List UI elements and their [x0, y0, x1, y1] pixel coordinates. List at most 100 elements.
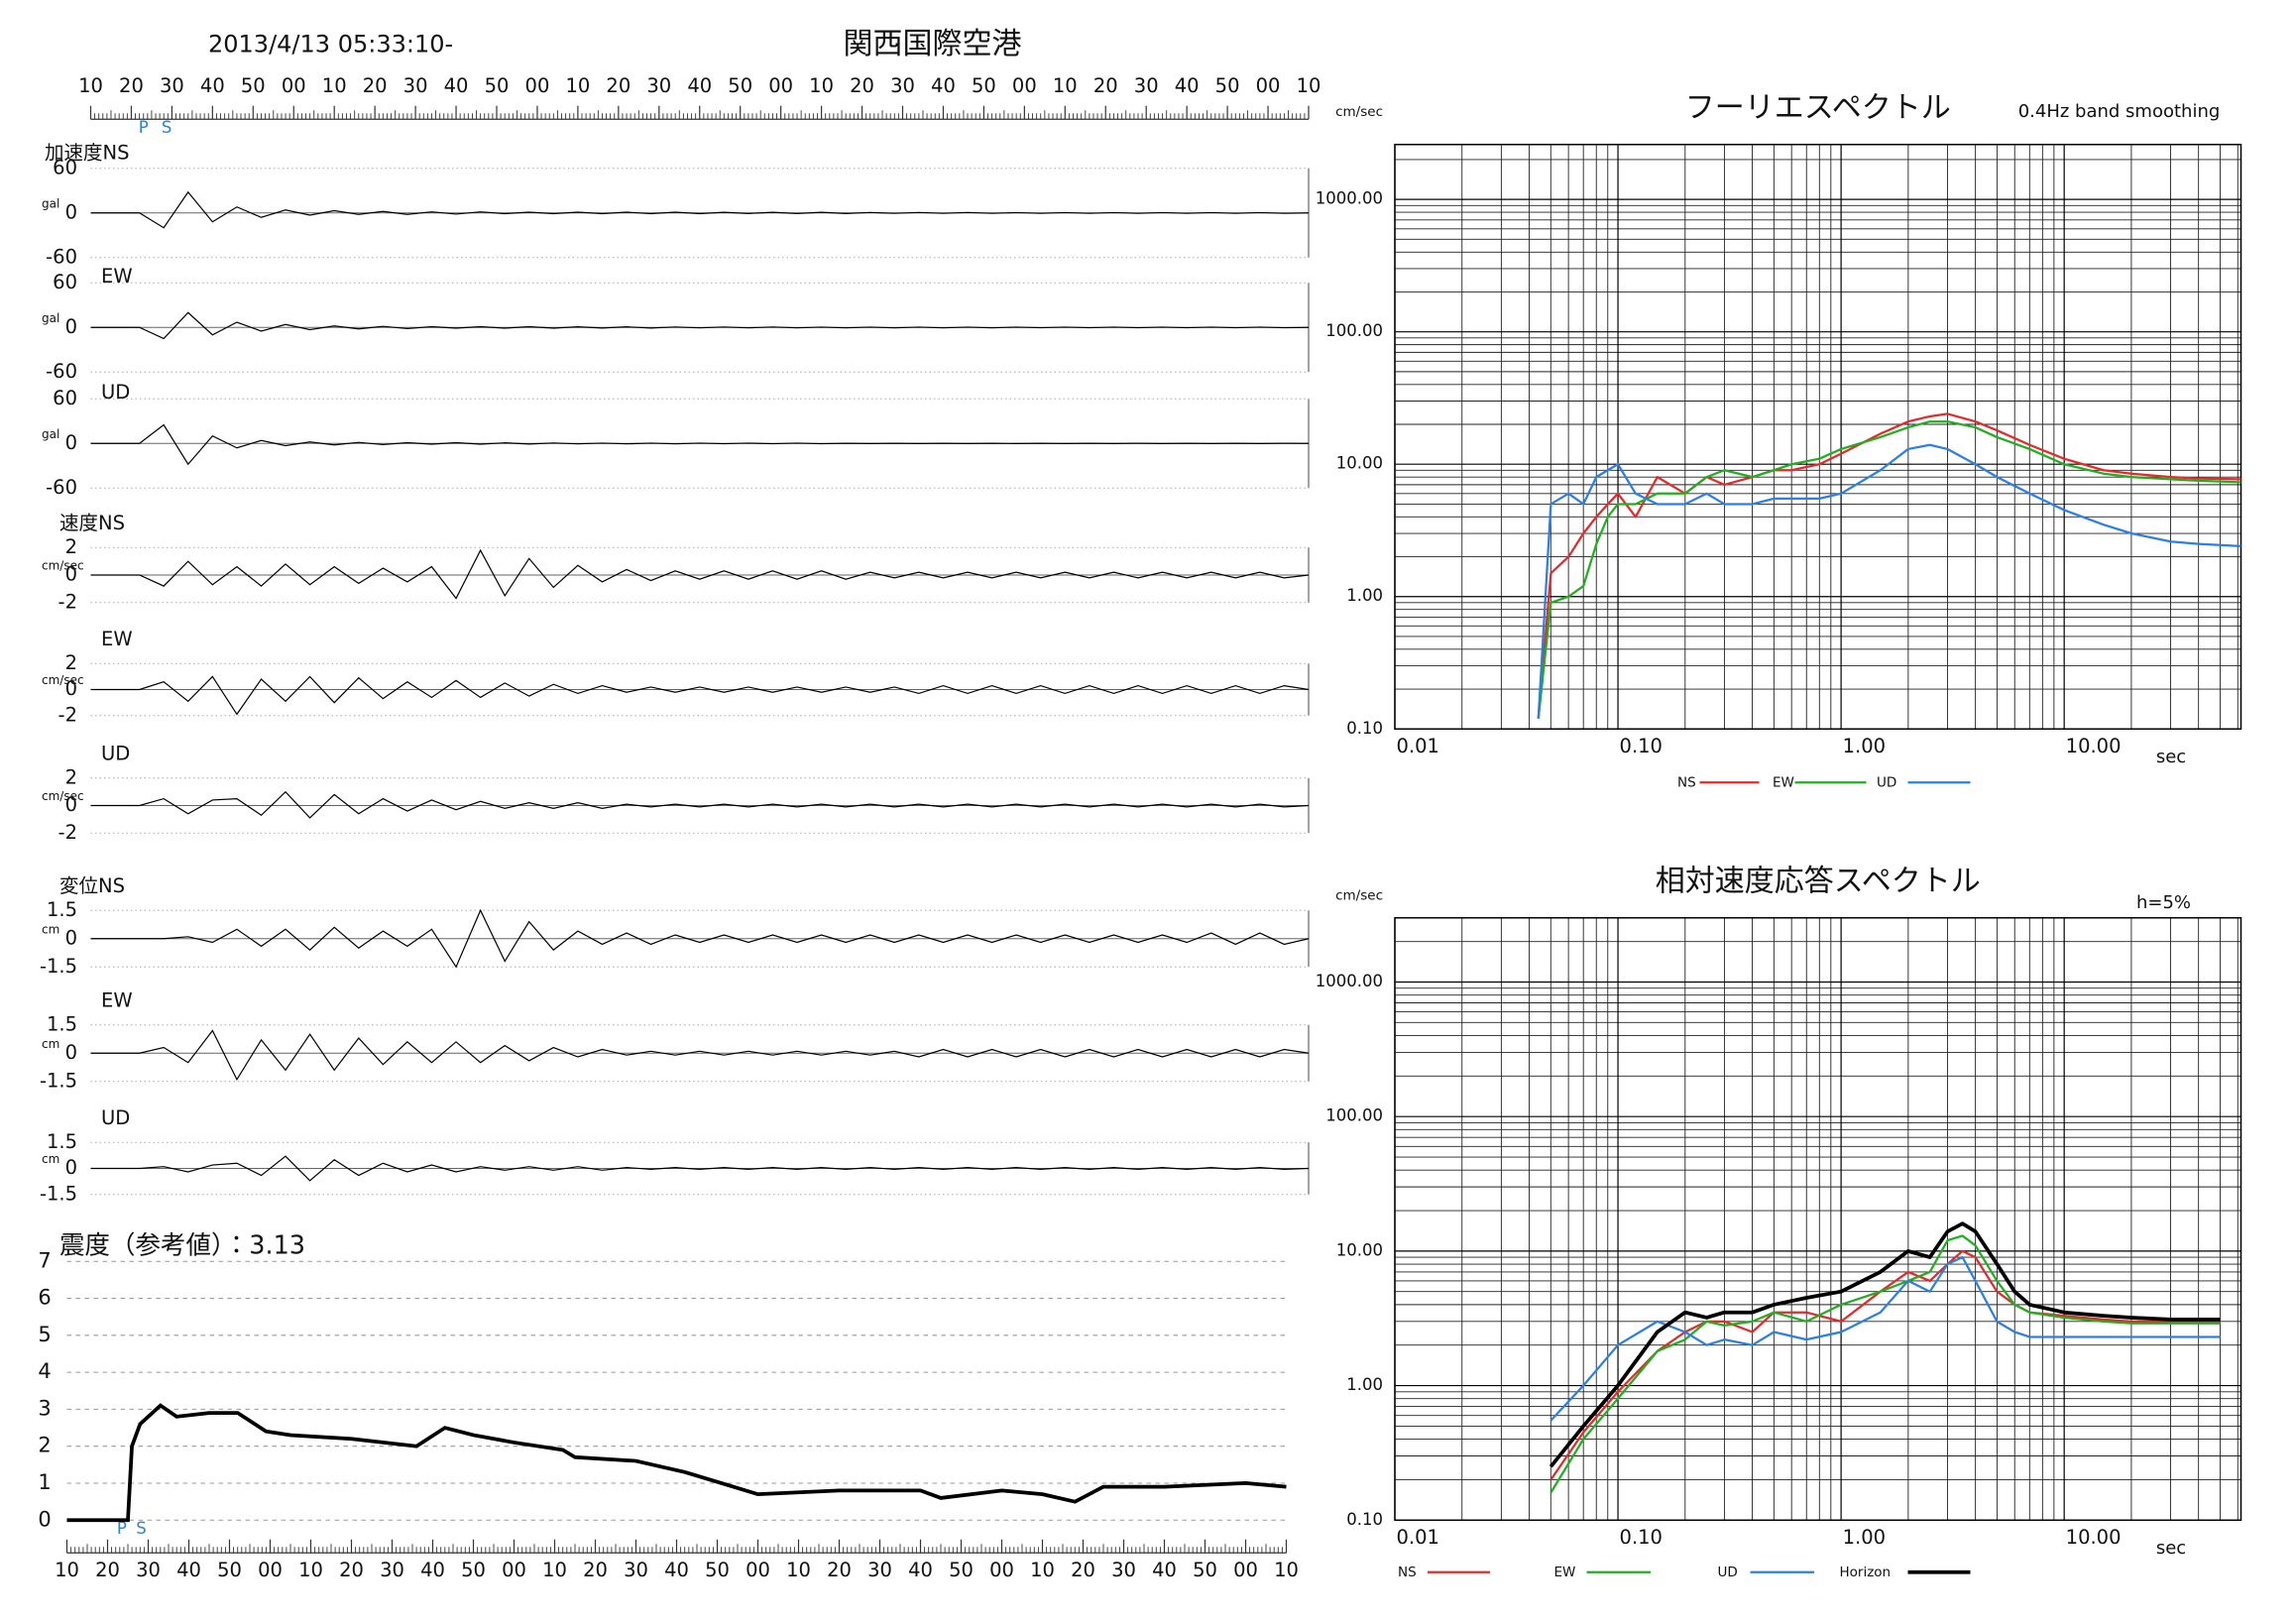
chart-title: 震度（参考値）：3.13: [59, 1230, 305, 1260]
phase-marker: P: [139, 118, 149, 137]
x-tick-label: 20: [583, 1559, 608, 1581]
x-tick-label: 30: [160, 74, 184, 97]
y-tick-label: 60: [53, 156, 77, 178]
chart-subtitle: 0.4Hz band smoothing: [2018, 101, 2221, 122]
y-tick-label: 1000.00: [1316, 972, 1383, 990]
y-tick-label: 0: [65, 563, 77, 586]
legend-label: NS: [1398, 1565, 1417, 1580]
y-tick-label: 7: [38, 1248, 51, 1272]
x-tick-label: 50: [485, 74, 510, 97]
plot-frame: [1394, 143, 2242, 730]
x-tick-label: 30: [890, 74, 915, 97]
y-tick-label: 0: [38, 1507, 51, 1531]
panel-label: 加速度NS: [45, 141, 129, 164]
y-tick-label: 0: [65, 315, 77, 338]
y-tick-label: 0: [65, 926, 77, 949]
unit-label: cm: [42, 1037, 59, 1051]
x-tick-label: 0.10: [1620, 1526, 1663, 1549]
panel-label: EW: [101, 988, 133, 1011]
waveform-line: [90, 1029, 1310, 1082]
y-tick-label: -1.5: [40, 955, 77, 978]
x-tick-label: 1.00: [1843, 1526, 1886, 1549]
y-tick-label: 2: [65, 651, 77, 674]
x-tick-label: 40: [200, 74, 225, 97]
x-tick-label: 10: [1030, 1559, 1055, 1581]
x-tick-label: 10.00: [2066, 735, 2122, 757]
x-tick-label: 30: [1134, 74, 1159, 97]
x-tick-label: 10: [1274, 1559, 1299, 1581]
x-tick-label: 50: [728, 74, 752, 97]
y-tick-label: 60: [53, 271, 77, 293]
spectrum-line: [1537, 420, 2241, 719]
legend-label: NS: [1677, 774, 1696, 790]
y-tick-label: -60: [46, 360, 77, 383]
x-tick-label: 40: [1152, 1559, 1177, 1581]
y-tick-label: 0: [65, 431, 77, 454]
phase-marker: S: [162, 118, 172, 137]
y-tick-label: 6: [38, 1286, 51, 1310]
spectrum-line: [1549, 1221, 2221, 1468]
chart-subtitle: h=5%: [2136, 892, 2191, 913]
y-tick-label: 1.5: [47, 1012, 77, 1035]
y-tick-label: 60: [53, 387, 77, 409]
x-tick-label: 0.10: [1620, 735, 1663, 757]
x-tick-label: 10: [1053, 74, 1078, 97]
x-tick-label: 20: [119, 74, 144, 97]
x-tick-label: 40: [664, 1559, 689, 1581]
spectrum-line: [1537, 412, 2241, 719]
x-tick-label: 10: [1297, 74, 1321, 97]
x-tick-label: 50: [217, 1559, 242, 1581]
x-tick-label: 20: [95, 1559, 120, 1581]
x-tick-label: 30: [380, 1559, 404, 1581]
x-tick-label: 30: [1111, 1559, 1136, 1581]
y-tick-label: 0: [65, 793, 77, 816]
y-tick-label: 1.5: [47, 1130, 77, 1153]
waveform-line: [90, 190, 1310, 229]
x-tick-label: 1.00: [1843, 735, 1886, 757]
y-tick-label: 0: [65, 1041, 77, 1064]
y-tick-label: 100.00: [1325, 321, 1383, 340]
x-tick-label: 10: [542, 1559, 567, 1581]
y-tick-label: 0: [65, 200, 77, 223]
x-tick-label: 30: [867, 1559, 892, 1581]
y-axis-unit: cm/sec: [1335, 887, 1383, 903]
chart-title: 相対速度応答スペクトル: [1656, 864, 1981, 898]
spectrum-line: [1537, 443, 2241, 719]
unit-label: gal: [42, 196, 59, 210]
x-tick-label: 40: [444, 74, 469, 97]
x-tick-label: 10: [298, 1559, 323, 1581]
x-tick-label: 20: [850, 74, 874, 97]
y-tick-label: 10.00: [1336, 1240, 1383, 1259]
x-tick-label: 00: [282, 74, 306, 97]
x-tick-label: 0.01: [1397, 1526, 1439, 1549]
waveform-line: [90, 790, 1310, 819]
x-tick-label: 40: [420, 1559, 445, 1581]
x-tick-label: 30: [136, 1559, 161, 1581]
unit-label: cm/sec: [42, 559, 84, 573]
y-tick-label: 1: [38, 1470, 51, 1494]
legend-label: EW: [1773, 774, 1794, 790]
waveform-line: [90, 311, 1310, 340]
x-tick-label: 40: [687, 74, 712, 97]
x-tick-label: 10: [809, 74, 834, 97]
y-tick-label: 0: [65, 1156, 77, 1179]
unit-label: gal: [42, 427, 59, 441]
waveform-line: [90, 908, 1310, 969]
plot-frame: [1394, 917, 2242, 1521]
record-datetime: 2013/4/13 05:33:10-: [208, 30, 453, 58]
x-tick-label: 10.00: [2066, 1526, 2122, 1549]
chart-title: フーリエスペクトル: [1685, 90, 1951, 125]
y-tick-label: 4: [38, 1359, 51, 1383]
x-tick-label: 10: [565, 74, 590, 97]
y-tick-label: 2: [38, 1434, 51, 1457]
panel-label: UD: [101, 742, 130, 764]
x-tick-label: 00: [1256, 74, 1281, 97]
x-tick-label: 40: [1175, 74, 1200, 97]
legend-label: UD: [1877, 774, 1896, 790]
x-tick-label: 00: [1012, 74, 1037, 97]
x-tick-label: 10: [322, 74, 347, 97]
unit-label: cm: [42, 922, 59, 936]
y-axis-unit: cm/sec: [1335, 104, 1383, 120]
